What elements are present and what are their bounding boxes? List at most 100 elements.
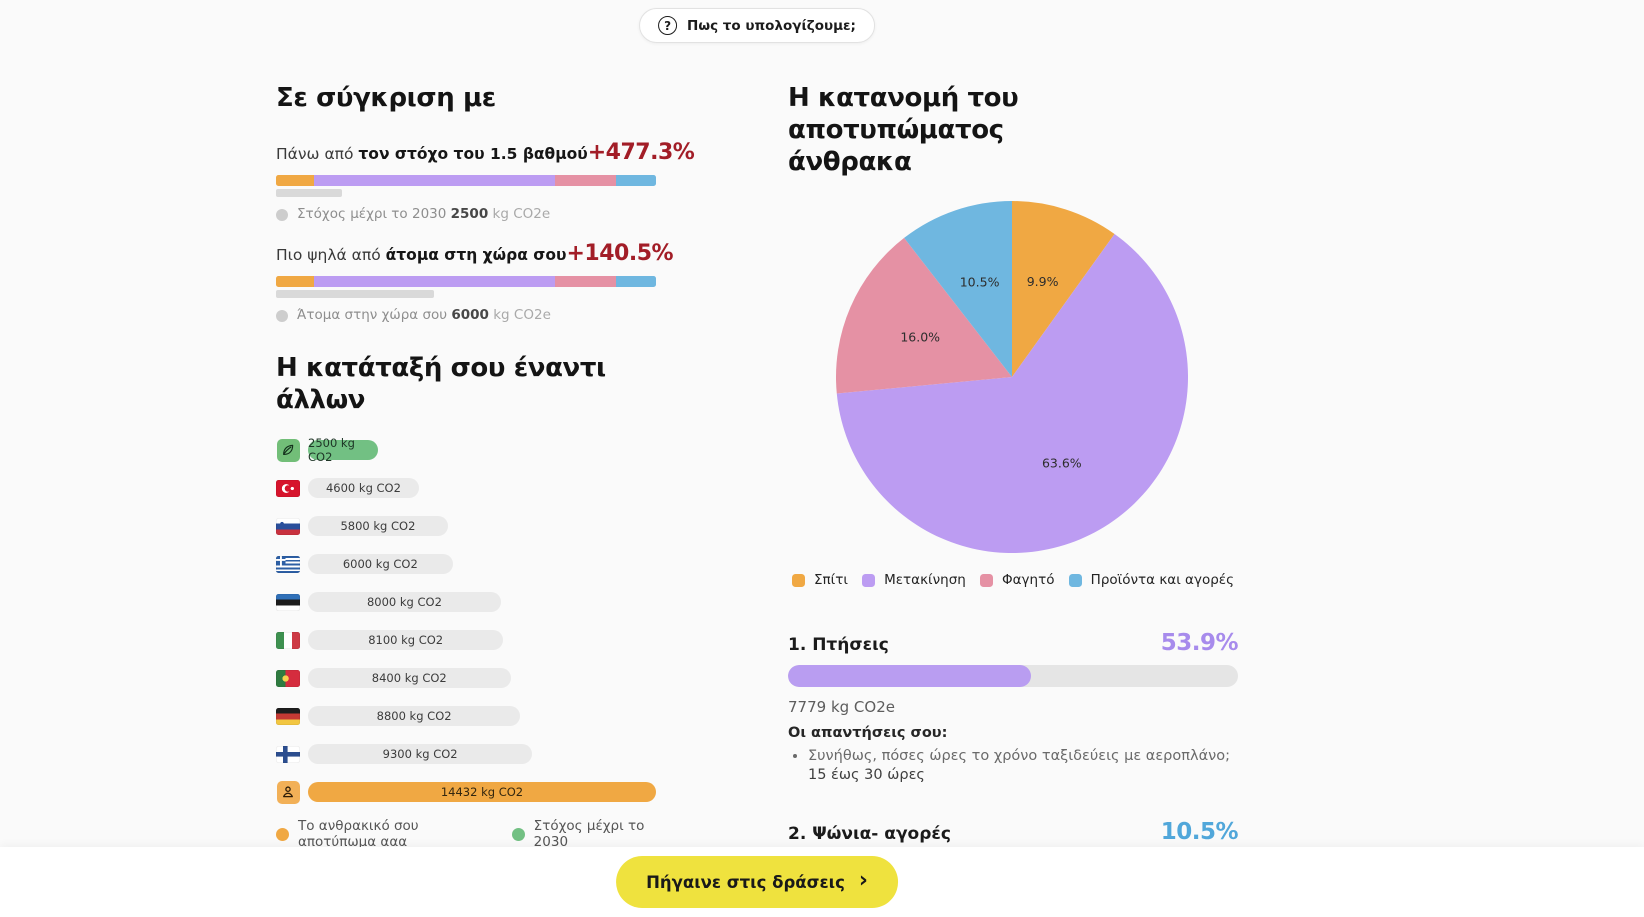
italy-flag-icon (276, 628, 300, 652)
finland-flag-icon (276, 742, 300, 766)
rank-bar-area: 9300 kg CO2 (308, 744, 656, 764)
ranking-row: 2500 kg CO2 (276, 436, 656, 464)
answers-list: Συνήθως, πόσες ώρες το χρόνο ταξιδεύεις … (788, 747, 1238, 785)
portugal-flag-icon (276, 666, 300, 690)
estonia-flag-icon (276, 593, 300, 611)
delta-percentage: +140.5% (566, 241, 674, 266)
rank-bar-area: 14432 kg CO2 (308, 782, 656, 802)
leaf-icon (276, 438, 300, 462)
footer-bar: Πήγαινε στις δράσεις › (0, 847, 1644, 917)
bar-segment (555, 276, 617, 287)
pie-legend-item: Μετακίνηση (862, 572, 966, 588)
ranking-row: 8000 kg CO2 (276, 590, 656, 614)
pie-legend-label: Μετακίνηση (884, 572, 966, 588)
answer-item: Συνήθως, πόσες ώρες το χρόνο ταξιδεύεις … (808, 747, 1238, 785)
pie-slice-label: 16.0% (900, 329, 940, 344)
rank-bar-label: 4600 kg CO2 (325, 481, 401, 495)
rank-bar-label: 8800 kg CO2 (376, 709, 452, 723)
pie-chart: 9.9% 63.6% 16.0% 10.5% (835, 201, 1188, 554)
ranking-legend-item: Το ανθρακικό σου αποτύπωμα ααα (276, 818, 492, 850)
finland-flag-icon (276, 745, 300, 763)
rank-bar-label: 5800 kg CO2 (340, 519, 416, 533)
pie-slice-Προϊόντα και αγορές (904, 201, 1012, 377)
answer-value: 15 έως 30 ώρες (808, 767, 925, 783)
pie-slice-Σπίτι (1012, 201, 1115, 377)
delta-percentage: +477.3% (587, 140, 695, 165)
pie-legend-item: Προϊόντα και αγορές (1068, 572, 1234, 588)
comparison-and-ranking-column: Σε σύγκριση με Πάνω από τον στόχο του 1.… (276, 82, 695, 850)
category-progress-fill (788, 665, 1031, 687)
pie-legend-label: Φαγητό (1002, 572, 1055, 588)
ranking-row: 8800 kg CO2 (276, 704, 656, 728)
footprint-stacked-bar (276, 276, 656, 287)
category-sections: 1. Πτήσεις 53.9% 7779 kg CO2e Οι απαντήσεις… (788, 630, 1239, 876)
category-percentage: 10.5% (1160, 819, 1239, 845)
legend-swatch-icon (792, 573, 805, 587)
comparison-legend-text: Στόχος μέχρι το 2030 2500 kg CO2e (297, 206, 551, 222)
rank-bar-label: 14432 kg CO2 (440, 785, 524, 799)
bar-segment (616, 175, 656, 186)
category-header: 1. Πτήσεις 53.9% (788, 630, 1239, 656)
rank-bar-area: 2500 kg CO2 (308, 436, 656, 464)
breakdown-title-line1: Η κατανομή του αποτυπώματος (788, 83, 1019, 145)
greece-flag-icon (276, 555, 300, 573)
bar-segment (313, 175, 556, 186)
legend-dot-icon (511, 827, 525, 841)
ranking-row: 5800 kg CO2 (276, 514, 656, 538)
ranking-title: Η κατάταξή σου έναντι άλλων (276, 353, 606, 415)
answers-title: Οι απαντήσεις σου: (788, 725, 948, 741)
pie-slice-label: 10.5% (960, 274, 1000, 289)
legend-dot-icon (276, 309, 288, 322)
rank-bar: 9300 kg CO2 (308, 744, 533, 764)
person-badge (276, 780, 300, 804)
pie-slice-label: 9.9% (1027, 274, 1059, 289)
breakdown-title-line2: άνθρακα (788, 147, 912, 177)
rank-bar-label: 2500 kg CO2 (308, 436, 355, 464)
bar-segment (616, 276, 656, 287)
greece-flag-icon (276, 552, 300, 576)
bar-segment (276, 175, 314, 186)
ranking-row: 9300 kg CO2 (276, 742, 656, 766)
legend-swatch-icon (980, 573, 994, 587)
leaf-badge (276, 438, 300, 462)
pie-legend-label: Σπίτι (814, 572, 848, 588)
category-header: 2. Ψώνια- αγορές 10.5% (788, 819, 1239, 845)
pie-slice-Μετακίνηση (836, 233, 1188, 554)
pie-legend-item: Φαγητό (980, 572, 1054, 588)
slovenia-flag-icon (276, 517, 300, 535)
rank-bar-area: 8100 kg CO2 (308, 630, 656, 650)
question-circle-icon: ? (658, 16, 678, 35)
rank-bar: 8800 kg CO2 (308, 706, 521, 726)
category-section: 1. Πτήσεις 53.9% 7779 kg CO2e Οι απαντήσεις… (788, 630, 1239, 785)
pie-slice-label: 63.6% (1042, 456, 1082, 471)
go-to-actions-button[interactable]: Πήγαινε στις δράσεις › (616, 856, 898, 908)
ranking-row: 8400 kg CO2 (276, 666, 656, 690)
rank-bar: 5800 kg CO2 (308, 516, 448, 536)
comparison-row-header: Πιο ψηλά από άτομα στη χώρα σου +140.5% (276, 241, 674, 266)
rank-bar-area: 8400 kg CO2 (308, 668, 656, 688)
legend-dot-icon (276, 208, 288, 221)
rank-bar: 2500 kg CO2 (308, 436, 378, 464)
ranking-row: 4600 kg CO2 (276, 476, 656, 500)
turkey-flag-icon (276, 476, 300, 500)
rank-bar-label: 8000 kg CO2 (366, 595, 442, 609)
slovenia-flag-icon (276, 514, 300, 538)
category-progress-track (788, 665, 1238, 687)
category-title: 1. Πτήσεις (788, 635, 889, 655)
rank-bar: 8100 kg CO2 (308, 630, 504, 650)
comparison-legend: Στόχος μέχρι το 2030 2500 kg CO2e (276, 206, 656, 223)
rank-bar-label: 8100 kg CO2 (368, 633, 444, 647)
how-it-works-button[interactable]: ? Πως το υπολογίζουμε; (639, 8, 875, 43)
rank-bar: 8400 kg CO2 (308, 668, 511, 688)
bar-segment (276, 276, 314, 287)
rank-bar-area: 8000 kg CO2 (308, 592, 656, 612)
reference-bar (276, 189, 342, 197)
comparison-row-header: Πάνω από τον στόχο του 1.5 βαθμού +477.3% (276, 140, 695, 165)
ranking-legend-label: Στόχος μέχρι το 2030 (533, 818, 645, 850)
rank-bar-label: 6000 kg CO2 (342, 557, 418, 571)
ranking-rows: 2500 kg CO2 4600 kg CO2 5800 kg CO2 6000 kg… (276, 436, 656, 804)
footprint-stacked-bar (276, 175, 656, 186)
category-percentage: 53.9% (1160, 630, 1239, 656)
portugal-flag-icon (276, 669, 300, 687)
